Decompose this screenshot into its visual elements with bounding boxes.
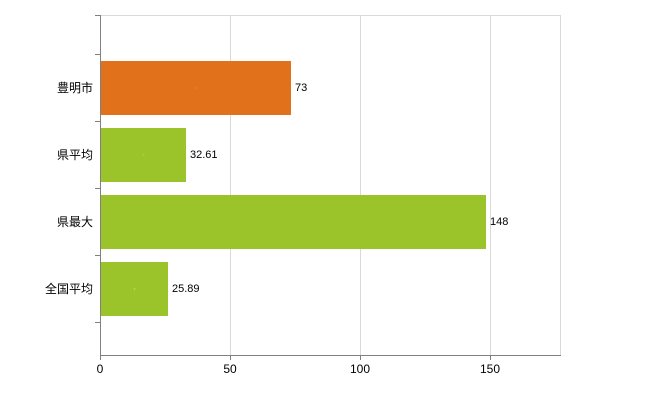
value-label: 32.61 — [190, 148, 218, 161]
category-label: 豊明市 — [56, 80, 93, 95]
x-gridline — [490, 15, 491, 355]
value-label: 73 — [295, 81, 308, 94]
plot-right-border — [560, 15, 561, 355]
y-axis-tick — [95, 121, 101, 122]
x-axis-line — [100, 355, 561, 356]
y-axis-line — [100, 15, 101, 356]
y-axis-tick — [95, 15, 101, 16]
plot-top-border — [100, 15, 561, 16]
value-label: 148 — [490, 215, 509, 228]
x-gridline — [230, 15, 231, 355]
category-label: 全国平均 — [44, 281, 93, 296]
bar-豊明市 — [101, 60, 291, 115]
y-axis-tick — [95, 188, 101, 189]
x-axis-tick — [230, 356, 231, 360]
x-tick-label: 50 — [223, 362, 237, 376]
x-gridline — [360, 15, 361, 355]
y-axis-tick — [95, 322, 101, 323]
x-axis-tick — [360, 356, 361, 360]
bar-全国平均 — [101, 261, 168, 316]
category-label: 県最大 — [56, 214, 93, 229]
bar-県最大 — [101, 194, 486, 249]
category-label: 県平均 — [56, 147, 93, 162]
x-axis-tick — [100, 356, 101, 360]
bar-県平均 — [101, 127, 186, 182]
value-label: 25.89 — [172, 282, 200, 295]
x-axis-tick — [490, 356, 491, 360]
x-tick-label: 100 — [349, 362, 371, 376]
y-axis-tick — [95, 54, 101, 55]
y-axis-tick — [95, 255, 101, 256]
x-tick-label: 150 — [479, 362, 501, 376]
x-tick-label: 0 — [96, 362, 104, 376]
